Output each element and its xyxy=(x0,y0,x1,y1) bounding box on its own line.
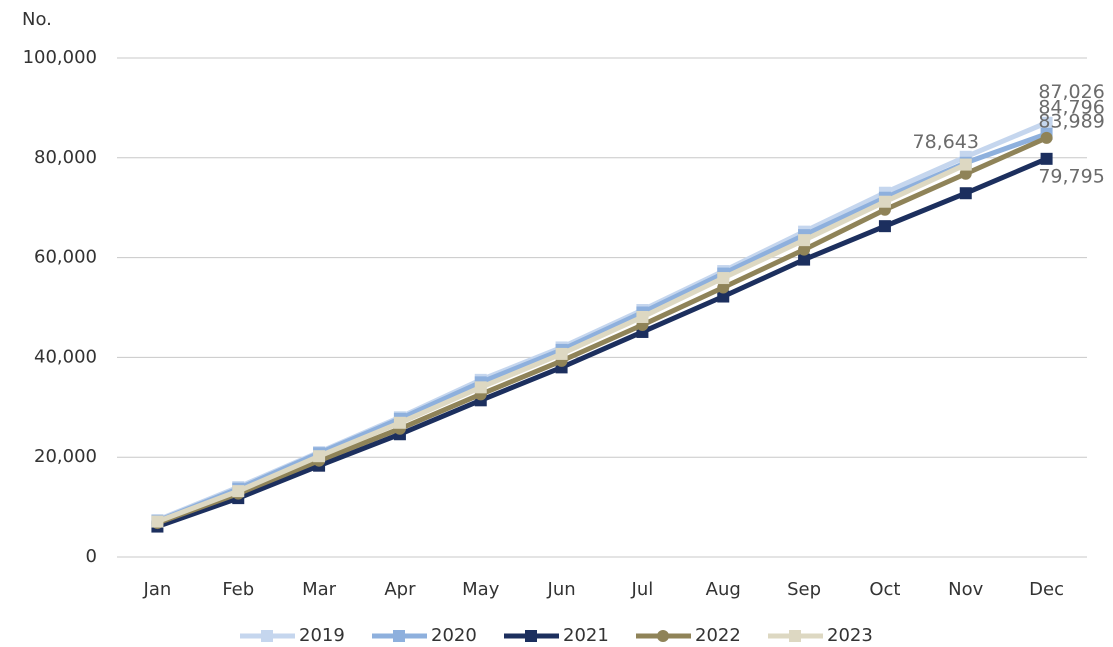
x-tick-label: Jun xyxy=(547,579,576,600)
marker xyxy=(717,290,730,303)
marker xyxy=(878,195,891,208)
legend-marker xyxy=(393,630,405,642)
legend-label: 2023 xyxy=(827,625,873,646)
marker xyxy=(798,234,811,247)
marker xyxy=(1040,116,1053,129)
marker xyxy=(636,310,649,323)
marker xyxy=(1040,131,1053,144)
x-tick-label: Aug xyxy=(706,579,741,600)
y-tick-label: 0 xyxy=(86,546,97,567)
y-tick-label: 20,000 xyxy=(34,446,97,467)
marker xyxy=(151,515,164,528)
x-tick-label: Feb xyxy=(222,579,254,600)
data-label: 84,796 xyxy=(1038,96,1104,118)
marker xyxy=(1040,152,1053,165)
data-label: 83,989 xyxy=(1038,110,1104,132)
marker xyxy=(878,220,891,233)
marker xyxy=(959,158,972,171)
legend-label: 2022 xyxy=(695,625,741,646)
x-tick-label: Sep xyxy=(787,579,821,600)
marker xyxy=(393,416,406,429)
marker xyxy=(798,243,811,256)
x-tick-label: May xyxy=(462,579,500,600)
legend-marker xyxy=(525,630,537,642)
marker xyxy=(798,253,811,266)
line xyxy=(156,120,1048,523)
x-tick-label: Nov xyxy=(948,579,983,600)
marker xyxy=(959,167,972,180)
y-tick-label: 100,000 xyxy=(23,47,97,68)
legend-marker xyxy=(789,630,801,642)
legend-label: 2021 xyxy=(563,625,609,646)
legend-label: 2019 xyxy=(299,625,345,646)
line xyxy=(156,156,1048,529)
marker xyxy=(474,381,487,394)
x-tick-label: Apr xyxy=(384,579,416,600)
data-label: 87,026 xyxy=(1038,81,1104,103)
x-tick-label: Dec xyxy=(1029,579,1064,600)
x-tick-label: Jul xyxy=(631,579,654,600)
legend-marker xyxy=(261,630,273,642)
y-tick-label: 40,000 xyxy=(34,346,97,367)
marker xyxy=(313,450,326,463)
x-tick-label: Oct xyxy=(869,579,900,600)
data-label: 79,795 xyxy=(1038,165,1104,187)
y-axis-title: No. xyxy=(22,9,52,30)
marker xyxy=(232,485,245,498)
marker xyxy=(717,272,730,285)
x-tick-label: Mar xyxy=(302,579,337,600)
y-tick-label: 80,000 xyxy=(34,147,97,168)
legend-marker xyxy=(657,630,669,642)
series xyxy=(151,116,1053,527)
x-tick-label: Jan xyxy=(143,579,172,600)
marker xyxy=(555,347,568,360)
y-tick-label: 60,000 xyxy=(34,247,97,268)
data-label: 78,643 xyxy=(913,131,979,153)
marker xyxy=(959,187,972,200)
line xyxy=(156,135,1048,526)
series xyxy=(151,158,972,528)
line xyxy=(156,131,1048,524)
legend-label: 2020 xyxy=(431,625,477,646)
marker xyxy=(717,281,730,294)
